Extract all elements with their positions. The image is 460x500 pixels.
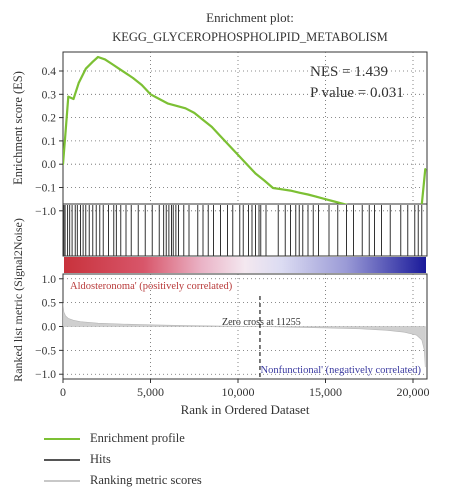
legend-label-enrichment-profile: Enrichment profile — [90, 431, 185, 445]
es-point-7 — [97, 56, 99, 58]
metric-ytick-label-2: 0.0 — [42, 322, 57, 334]
es-point-13 — [140, 84, 143, 86]
es-curve-line — [63, 55, 427, 204]
enrichment-profile-swatch — [44, 437, 80, 440]
es-point-24 — [237, 153, 239, 156]
es-point-21 — [210, 126, 213, 128]
es-point-12 — [132, 77, 134, 79]
es-ytick-label-5: −0.1 — [35, 183, 56, 195]
es-point-41 — [379, 214, 381, 216]
es-point-14 — [149, 93, 152, 96]
xtick-label-4: 20,000 — [397, 385, 430, 399]
es-point-47 — [410, 212, 412, 214]
legend-item-ranking-metric: Ranking metric scores — [44, 470, 202, 491]
es-point-1 — [64, 130, 67, 133]
hits-panel-frame — [62, 203, 428, 257]
es-point-25 — [245, 163, 248, 166]
es-ytick-label-2: 0.2 — [42, 113, 57, 125]
es-point-27 — [263, 179, 266, 182]
xtick-label-1: 5,000 — [137, 385, 164, 399]
metric-y-axis-label: Ranked list metric (Signal2Noise) — [11, 218, 25, 382]
metric-area-group — [63, 302, 426, 368]
es-point-16 — [167, 102, 169, 105]
hits-lines — [63, 205, 423, 256]
chart-title-line1: Enrichment plot: — [206, 10, 294, 25]
es-point-15 — [158, 98, 161, 100]
metric-ytick-label-1: 0.5 — [42, 298, 57, 310]
es-point-50 — [420, 203, 423, 204]
es-ytick-label-1: 0.3 — [42, 89, 57, 101]
hits-swatch — [44, 458, 80, 461]
es-point-36 — [342, 202, 344, 204]
es-point-37 — [351, 205, 353, 207]
es-ytick-label-4: 0.0 — [42, 159, 57, 171]
es-point-23 — [228, 144, 231, 147]
metric-ytick-label-3: −0.5 — [35, 345, 56, 357]
es-point-29 — [280, 188, 283, 191]
positive-correlation-label: Aldosteronoma' (positively correlated) — [70, 281, 233, 292]
metric-ytick-label-4: −1.0 — [35, 369, 56, 381]
pvalue-label: P value = 0.031 — [310, 85, 404, 101]
es-point-3 — [72, 98, 75, 100]
es-point-26 — [254, 172, 257, 175]
xtick-label-2: 10,000 — [222, 385, 255, 399]
xtick-label-3: 15,000 — [309, 385, 342, 399]
es-point-10 — [118, 67, 120, 70]
es-ytick-label-3: 0.1 — [42, 136, 57, 148]
x-axis-label: Rank in Ordered Dataset — [181, 402, 310, 417]
nes-label: NES = 1.439 — [310, 64, 388, 80]
es-point-33 — [315, 195, 318, 198]
es-point-32 — [307, 193, 309, 196]
ranking-gradient-bar — [64, 257, 426, 273]
zero-cross-label: Zero cross at 11255 — [222, 317, 301, 328]
ranking-metric-swatch — [44, 479, 80, 482]
legend-label-hits: Hits — [90, 452, 111, 466]
x-ticks: 0 5,000 10,000 15,000 20,000 — [60, 379, 430, 399]
es-point-8 — [104, 58, 106, 61]
es-point-0 — [63, 163, 64, 166]
metric-area — [63, 302, 426, 368]
es-point-11 — [125, 72, 127, 75]
es-y-ticks: 0.4 0.3 0.2 0.1 0.0 −0.1 −1.0 — [35, 66, 63, 218]
es-point-30 — [289, 189, 292, 192]
es-point-22 — [219, 135, 222, 138]
es-point-18 — [184, 107, 187, 110]
es-point-6 — [91, 60, 94, 63]
es-ytick-label-6: −1.0 — [35, 206, 56, 218]
legend-label-ranking-metric: Ranking metric scores — [90, 473, 202, 487]
es-point-20 — [202, 119, 204, 121]
es-point-19 — [193, 112, 196, 114]
es-point-42 — [384, 213, 386, 215]
es-point-31 — [298, 191, 301, 194]
es-point-38 — [360, 208, 362, 210]
es-ytick-label-0: 0.4 — [42, 66, 57, 78]
es-point-28 — [272, 187, 274, 189]
es-point-51 — [424, 167, 427, 170]
es-point-35 — [333, 200, 336, 203]
es-point-46 — [405, 210, 407, 212]
es-point-5 — [84, 67, 87, 70]
legend-item-hits: Hits — [44, 449, 202, 470]
es-point-4 — [77, 81, 80, 84]
xtick-label-0: 0 — [60, 385, 66, 399]
legend-item-enrichment-profile: Enrichment profile — [44, 428, 202, 449]
chart-title-line2: KEGG_GLYCEROPHOSPHOLIPID_METABOLISM — [112, 30, 388, 44]
es-curve-group — [63, 55, 427, 216]
metric-ytick-label-0: 1.0 — [42, 274, 57, 286]
metric-y-ticks: 1.0 0.5 0.0 −0.5 −1.0 — [35, 274, 63, 381]
es-point-44 — [395, 213, 397, 215]
es-y-axis-label: Enrichment score (ES) — [11, 71, 25, 185]
es-point-34 — [324, 198, 327, 201]
es-point-17 — [175, 105, 178, 107]
es-point-2 — [67, 95, 70, 98]
es-point-9 — [111, 63, 113, 65]
legend: Enrichment profile Hits Ranking metric s… — [44, 428, 202, 491]
negative-correlation-label: Nonfunctional' (negatively correlated) — [261, 365, 422, 376]
